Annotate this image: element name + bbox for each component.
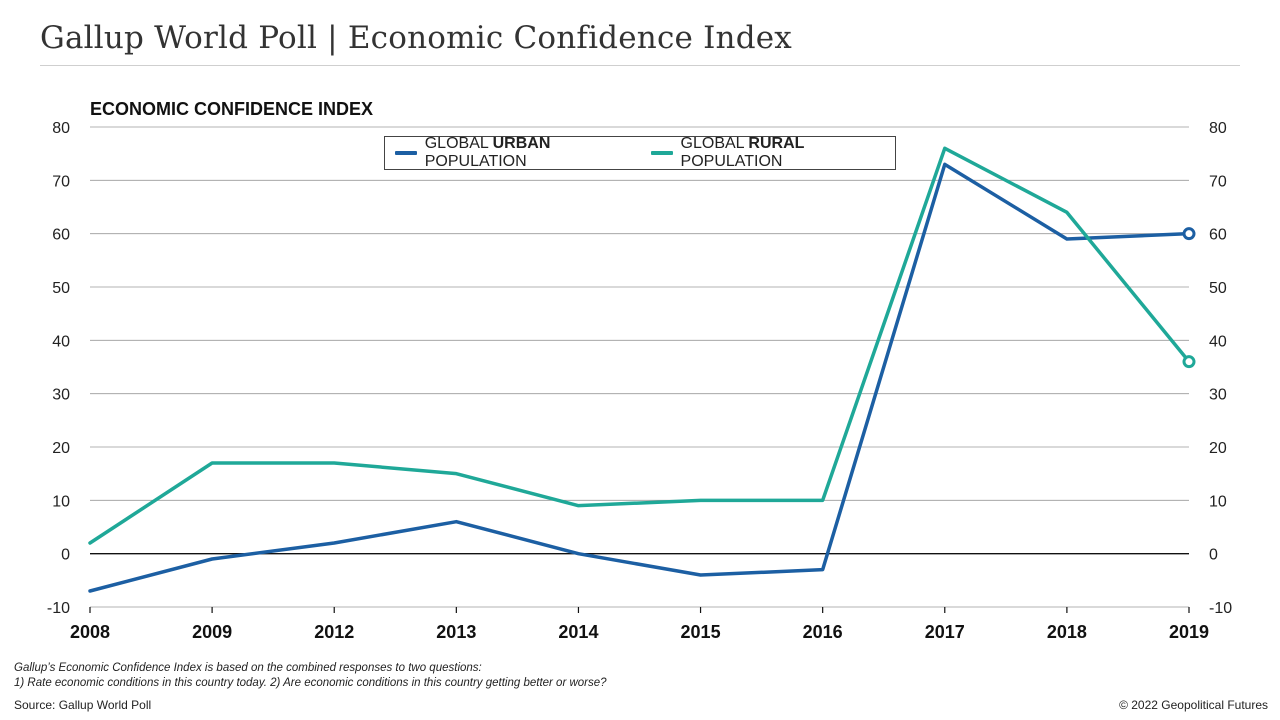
- footnote-line-1: Gallup’s Economic Confidence Index is ba…: [14, 662, 482, 674]
- x-tick-label: 2017: [925, 622, 965, 642]
- x-tick-label: 2013: [436, 622, 476, 642]
- series-lines: [88, 146, 1196, 593]
- y-tick-label-right: 60: [1209, 227, 1227, 244]
- page-title: Gallup World Poll | Economic Confidence …: [40, 20, 792, 56]
- x-tick-label: 2018: [1047, 622, 1087, 642]
- footnote-line-2: 1) Rate economic conditions in this coun…: [14, 677, 607, 689]
- legend-item-rural: GLOBAL RURAL POPULATION: [650, 135, 889, 171]
- legend-item-urban: GLOBAL URBAN POPULATION: [395, 135, 635, 171]
- source-note: Source: Gallup World Poll: [14, 698, 152, 712]
- x-tick-label: 2008: [70, 622, 110, 642]
- y-tick-label-right: 20: [1209, 440, 1227, 457]
- x-tick-label: 2016: [803, 622, 843, 642]
- y-tick-label-right: -10: [1209, 600, 1232, 617]
- x-tick-label: 2014: [558, 622, 598, 642]
- y-tick-label-left: 0: [61, 547, 70, 564]
- series-line-rural: [88, 146, 1191, 545]
- chart-title: ECONOMIC CONFIDENCE INDEX: [90, 99, 374, 119]
- y-tick-label-left: 30: [52, 387, 70, 404]
- legend: GLOBAL URBAN POPULATION GLOBAL RURAL POP…: [384, 135, 896, 171]
- series-line-urban: [88, 162, 1191, 593]
- y-tick-label-right: 40: [1209, 333, 1227, 350]
- legend-swatch-urban: [395, 151, 417, 155]
- axes: -10 -10 0 0 10 10 20 20 30 30 40 40 50 50 60 60 70 70 80 80…: [47, 120, 1232, 642]
- y-tick-label-left: 80: [52, 120, 70, 137]
- y-tick-label-right: 10: [1209, 493, 1227, 510]
- footnote: Gallup’s Economic Confidence Index is ba…: [14, 661, 607, 691]
- x-tick-label: 2015: [681, 622, 721, 642]
- y-tick-label-right: 50: [1209, 280, 1227, 297]
- y-tick-label-left: 40: [52, 333, 70, 350]
- end-marker-urban: [1182, 227, 1196, 241]
- end-marker-rural: [1182, 355, 1196, 369]
- y-tick-label-left: 70: [52, 173, 70, 190]
- y-tick-label-right: 0: [1209, 547, 1218, 564]
- y-tick-label-left: 20: [52, 440, 70, 457]
- y-tick-label-left: 60: [52, 227, 70, 244]
- x-tick-label: 2019: [1169, 622, 1209, 642]
- title-divider: [40, 65, 1240, 66]
- y-tick-label-left: 10: [52, 493, 70, 510]
- legend-swatch-rural: [650, 151, 673, 155]
- y-tick-label-right: 80: [1209, 120, 1227, 137]
- legend-label-urban: GLOBAL URBAN POPULATION: [424, 135, 551, 170]
- y-tick-label-left: 50: [52, 280, 70, 297]
- y-tick-label-right: 70: [1209, 173, 1227, 190]
- copyright: © 2022 Geopolitical Futures: [1119, 698, 1268, 712]
- gridlines: [90, 126, 1189, 608]
- legend-label-rural: GLOBAL RURAL POPULATION: [680, 135, 805, 170]
- y-tick-label-right: 30: [1209, 387, 1227, 404]
- x-tick-label: 2012: [314, 622, 354, 642]
- x-tick-label: 2009: [192, 622, 232, 642]
- y-tick-label-left: -10: [47, 600, 70, 617]
